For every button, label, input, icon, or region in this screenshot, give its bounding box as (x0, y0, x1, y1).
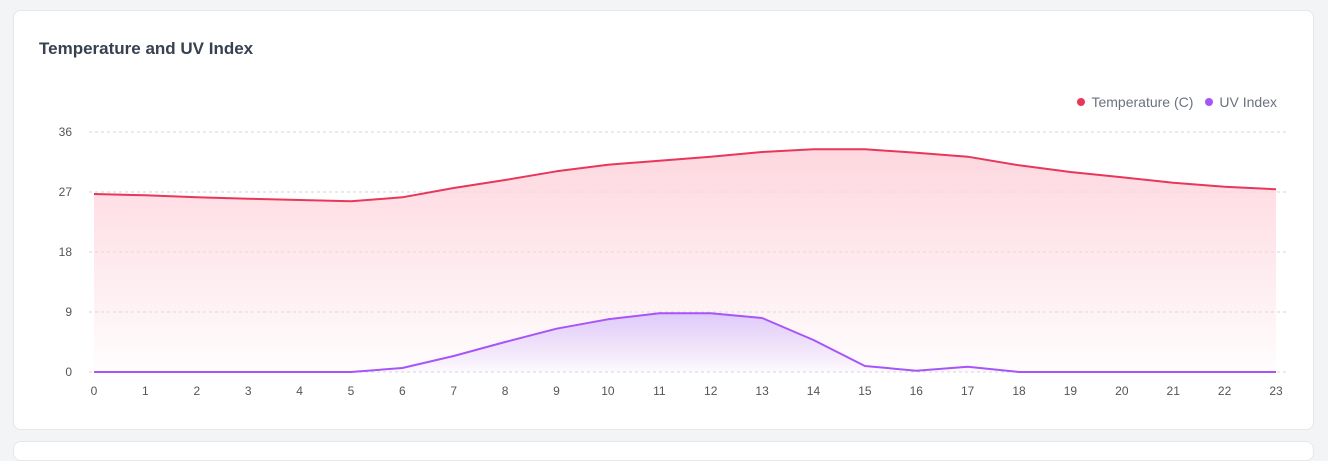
data-point-uv[interactable] (653, 307, 665, 319)
x-tick-label: 10 (601, 384, 615, 398)
series-area-uv (94, 313, 1276, 372)
chart-card: Temperature and UV Index Temperature (C)… (13, 10, 1314, 430)
data-point-temperature[interactable] (294, 194, 306, 206)
y-tick-label: 27 (59, 185, 73, 199)
x-tick-label: 5 (348, 384, 355, 398)
series-area-temperature (94, 149, 1276, 372)
data-point-temperature[interactable] (1167, 177, 1179, 189)
x-tick-label: 22 (1218, 384, 1232, 398)
y-tick-label: 9 (65, 305, 72, 319)
data-point-temperature[interactable] (859, 143, 871, 155)
x-tick-label: 23 (1269, 384, 1283, 398)
y-tick-label: 36 (59, 125, 73, 139)
series-line-uv[interactable] (94, 312, 1276, 373)
x-tick-label: 17 (961, 384, 975, 398)
data-point-temperature[interactable] (962, 151, 974, 163)
data-point-uv[interactable] (1064, 366, 1076, 378)
data-point-uv[interactable] (345, 366, 357, 378)
data-point-temperature[interactable] (191, 191, 203, 203)
data-point-temperature[interactable] (1064, 166, 1076, 178)
y-tick-label: 0 (65, 365, 72, 379)
data-point-uv[interactable] (807, 334, 819, 346)
data-point-temperature[interactable] (396, 191, 408, 203)
data-point-uv[interactable] (962, 361, 974, 373)
data-point-temperature[interactable] (551, 165, 563, 177)
x-tick-label: 4 (296, 384, 303, 398)
x-tick-label: 20 (1115, 384, 1129, 398)
x-tick-label: 9 (553, 384, 560, 398)
card-title: Temperature and UV Index (39, 39, 254, 58)
x-tick-label: 2 (193, 384, 200, 398)
data-point-uv[interactable] (294, 366, 306, 378)
x-tick-label: 13 (755, 384, 769, 398)
x-tick-label: 19 (1064, 384, 1078, 398)
data-point-temperature[interactable] (910, 147, 922, 159)
series-layer (88, 143, 1282, 378)
x-tick-label: 14 (807, 384, 821, 398)
x-tick-label: 7 (450, 384, 457, 398)
y-tick-label: 18 (59, 245, 73, 259)
data-point-uv[interactable] (191, 366, 203, 378)
data-point-uv[interactable] (1167, 366, 1179, 378)
x-tick-label: 16 (910, 384, 924, 398)
data-point-temperature[interactable] (242, 193, 254, 205)
series-line-temperature[interactable] (93, 148, 1277, 203)
data-point-temperature[interactable] (602, 159, 614, 171)
data-point-uv[interactable] (1219, 366, 1231, 378)
x-tick-label: 15 (858, 384, 872, 398)
x-tick-label: 11 (653, 384, 666, 398)
x-tick-label: 12 (704, 384, 718, 398)
legend-marker-temperature (1077, 98, 1086, 106)
data-point-temperature[interactable] (756, 146, 768, 158)
data-point-uv[interactable] (602, 313, 614, 325)
data-point-temperature[interactable] (448, 182, 460, 194)
data-point-temperature[interactable] (88, 188, 100, 200)
data-point-uv[interactable] (1116, 366, 1128, 378)
x-tick-label: 21 (1167, 384, 1181, 398)
data-point-temperature[interactable] (1270, 183, 1282, 195)
data-point-temperature[interactable] (139, 189, 151, 201)
x-tick-label: 18 (1012, 384, 1026, 398)
x-tick-label: 0 (91, 384, 98, 398)
chart-legend: Temperature (C) UV Index (1077, 94, 1277, 110)
data-point-uv[interactable] (448, 350, 460, 362)
x-tick-label: 1 (142, 384, 149, 398)
data-point-temperature[interactable] (499, 174, 511, 186)
data-point-temperature[interactable] (705, 151, 717, 163)
legend-item-temperature[interactable]: Temperature (C) (1077, 94, 1193, 110)
legend-label-temperature: Temperature (C) (1091, 94, 1194, 110)
y-axis: 0 9 18 27 36 (59, 125, 73, 379)
legend-marker-uv (1205, 98, 1214, 106)
data-point-uv[interactable] (1013, 366, 1025, 378)
legend-item-uv[interactable]: UV Index (1205, 94, 1277, 110)
data-point-uv[interactable] (242, 366, 254, 378)
data-point-uv[interactable] (551, 323, 563, 335)
x-tick-label: 3 (245, 384, 252, 398)
data-point-uv[interactable] (396, 362, 408, 374)
data-point-temperature[interactable] (807, 143, 819, 155)
data-point-temperature[interactable] (653, 155, 665, 167)
data-point-temperature[interactable] (1013, 159, 1025, 171)
data-point-uv[interactable] (756, 312, 768, 324)
data-point-uv[interactable] (705, 307, 717, 319)
data-point-temperature[interactable] (1219, 181, 1231, 193)
legend-label-uv: UV Index (1219, 94, 1277, 110)
data-point-uv[interactable] (1270, 366, 1282, 378)
next-card (13, 441, 1314, 461)
data-point-temperature[interactable] (345, 195, 357, 207)
data-point-uv[interactable] (139, 366, 151, 378)
x-tick-label: 8 (502, 384, 509, 398)
data-point-uv[interactable] (499, 336, 511, 348)
x-axis: 0 1 2 3 4 5 6 7 8 9 10 11 12 13 14 15 16 17 18 19 20 21 22 23 (91, 384, 1283, 398)
data-point-uv[interactable] (910, 365, 922, 377)
data-point-temperature[interactable] (1116, 171, 1128, 183)
data-point-uv[interactable] (859, 360, 871, 372)
x-tick-label: 6 (399, 384, 406, 398)
data-point-uv[interactable] (88, 366, 100, 378)
